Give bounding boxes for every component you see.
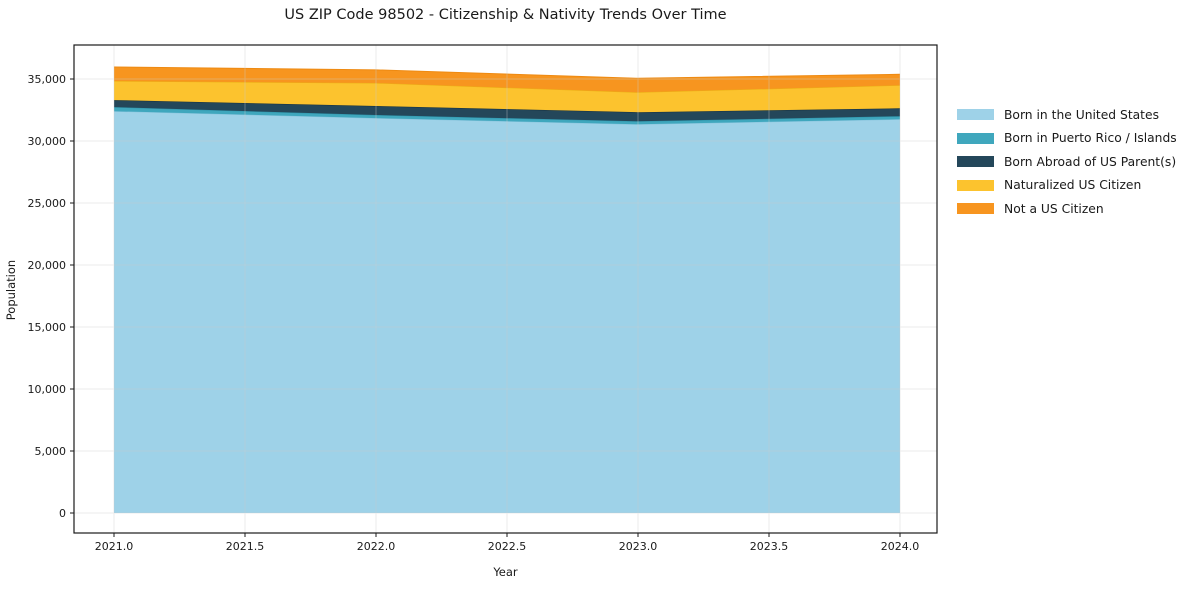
area-born-in-the-united-states — [114, 111, 900, 513]
legend-swatch-icon — [957, 179, 994, 191]
legend-label: Born in Puerto Rico / Islands — [1004, 131, 1177, 146]
x-tick-label: 2023.0 — [619, 540, 658, 553]
legend-swatch-icon — [957, 203, 994, 215]
y-tick-label: 30,000 — [28, 135, 67, 148]
x-tick-label: 2021.0 — [95, 540, 134, 553]
legend-label: Naturalized US Citizen — [1004, 178, 1142, 193]
gridlines — [74, 45, 937, 533]
chart-title: US ZIP Code 98502 - Citizenship & Nativi… — [284, 7, 727, 23]
y-tick-label: 20,000 — [28, 259, 67, 272]
x-tick-label: 2022.5 — [488, 540, 527, 553]
legend-swatch-icon — [957, 132, 994, 144]
legend-item: Born in Puerto Rico / Islands — [957, 127, 1177, 151]
area-born-abroad-of-us-parent-s- — [114, 100, 900, 122]
x-tick-label: 2021.5 — [226, 540, 265, 553]
axes-spines — [73, 44, 938, 534]
legend-swatch-icon — [957, 109, 994, 121]
legend-item: Not a US Citizen — [957, 197, 1177, 221]
y-tick-label: 10,000 — [28, 383, 67, 396]
legend: Born in the United States Born in Puerto … — [957, 103, 1177, 221]
legend-label: Born in the United States — [1004, 107, 1159, 122]
legend-swatch-icon — [957, 156, 994, 168]
y-tick-label: 5,000 — [35, 445, 67, 458]
legend-item: Naturalized US Citizen — [957, 174, 1177, 198]
area-edge — [113, 66, 901, 79]
x-axis-label: Year — [493, 565, 518, 579]
legend-item: Born Abroad of US Parent(s) — [957, 150, 1177, 174]
area-not-a-us-citizen — [114, 67, 900, 93]
y-axis-label: Population — [4, 259, 18, 321]
x-tick-label: 2023.5 — [750, 540, 789, 553]
y-tick-label: 25,000 — [28, 197, 67, 210]
area-born-in-puerto-rico-islands — [114, 107, 900, 125]
y-tick-label: 0 — [59, 507, 66, 520]
x-tick-label: 2022.0 — [357, 540, 396, 553]
y-tick-label: 15,000 — [28, 321, 67, 334]
x-tick-label: 2024.0 — [881, 540, 920, 553]
legend-label: Not a US Citizen — [1004, 201, 1104, 216]
legend-item: Born in the United States — [957, 103, 1177, 127]
y-tick-label: 35,000 — [28, 73, 67, 86]
area-naturalized-us-citizen — [114, 81, 900, 113]
tick-marks — [70, 78, 901, 537]
legend-label: Born Abroad of US Parent(s) — [1004, 154, 1177, 169]
